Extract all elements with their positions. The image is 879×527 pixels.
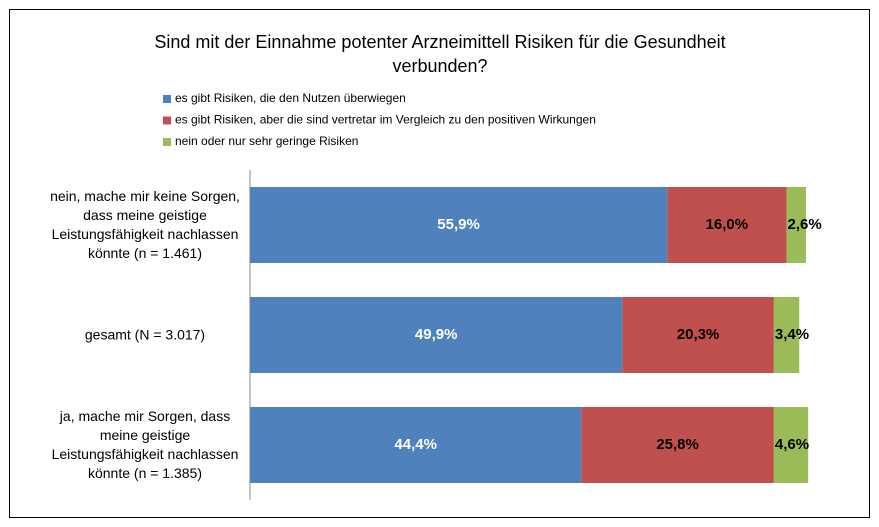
bar-segment [773,407,809,483]
data-label: 2,6% [788,216,822,233]
data-label: 20,3% [677,326,720,343]
legend-swatch [163,116,171,125]
legend-label: nein oder nur sehr geringe Risiken [175,134,358,148]
data-label: 16,0% [706,216,749,233]
legend-swatch [163,138,171,146]
bar-segment [773,297,800,373]
legend-swatch [163,95,171,103]
bar-segment [667,187,787,263]
bar-segment [581,407,774,483]
legend-label: es gibt Risiken, aber die sind vertretar… [175,113,596,127]
chart-title: Sind mit der Einnahme potenter Arzneimit… [154,32,726,76]
legend-label: es gibt Risiken, die den Nutzen überwieg… [175,91,406,105]
y-tick-label: gesamt (N = 3.017) [84,326,206,343]
bar-segment [786,187,806,263]
data-label: 3,4% [775,326,809,343]
y-tick-label: ja, mache mir Sorgen, dass meine geistig… [51,408,239,481]
data-label: 25,8% [656,436,699,453]
data-label: 44,4% [394,436,437,453]
data-label: 4,6% [775,436,809,453]
y-tick-label: nein, mache mir keine Sorgen, dass meine… [50,188,240,261]
data-label: 55,9% [437,216,480,233]
bar-segment [622,297,774,373]
bar-segment [250,297,623,373]
bar-segment [250,187,668,263]
bar-segment [250,407,582,483]
data-label: 49,9% [415,326,458,343]
